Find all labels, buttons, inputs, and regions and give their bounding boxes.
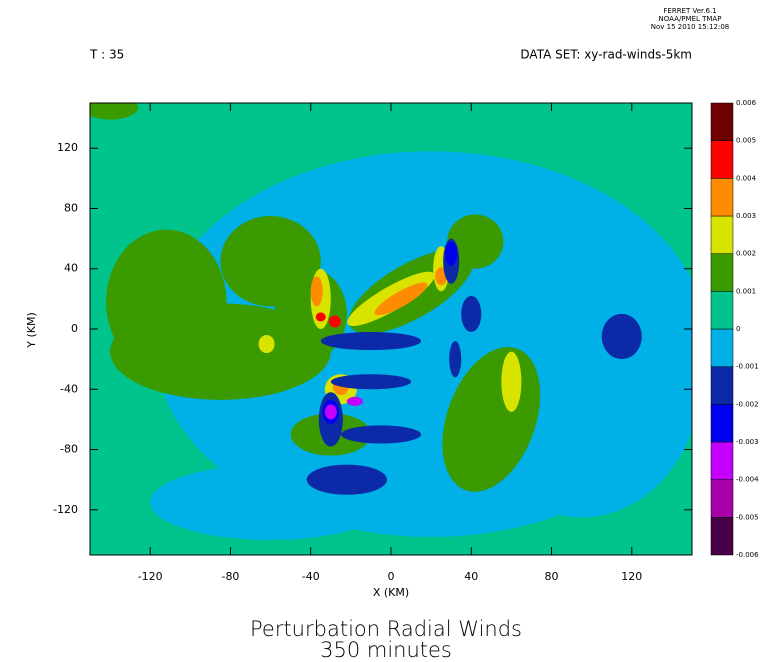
contour-region: [110, 303, 331, 400]
colorbar-box: [710, 328, 734, 367]
y-tick-label: 120: [57, 141, 78, 154]
x-axis-label: X (KM): [373, 586, 409, 599]
colorbar-label: -0.006: [736, 551, 759, 559]
contour-region: [461, 295, 482, 333]
colorbar-box: [710, 215, 734, 254]
contour-region: [320, 332, 422, 351]
contour-region: [328, 315, 341, 328]
colorbar-label: 0.001: [736, 287, 756, 295]
colorbar-label: 0.006: [736, 99, 757, 107]
colorbar-box: [710, 517, 734, 556]
colorbar-label: -0.002: [736, 400, 759, 408]
y-tick-label: 40: [64, 262, 78, 275]
contour-region: [340, 425, 422, 444]
colorbar-box: [710, 479, 734, 518]
colorbar-box: [710, 102, 734, 141]
colorbar-label: 0.004: [736, 174, 757, 182]
contour-region: [601, 313, 642, 360]
colorbar-label: 0.003: [736, 212, 756, 220]
colorbar-label: -0.003: [736, 438, 759, 446]
colorbar-box: [710, 441, 734, 480]
y-tick-label: 0: [71, 322, 78, 335]
chart-subtitle: 350 minutes: [320, 638, 452, 662]
contour-region: [501, 351, 522, 412]
contour-region: [90, 103, 139, 120]
chart-title: Perturbation Radial Winds: [250, 617, 522, 641]
contour-region: [306, 464, 387, 495]
x-tick-label: 0: [388, 570, 395, 583]
colorbar-box: [710, 253, 734, 292]
contour-region: [315, 312, 326, 322]
colorbar-label: -0.004: [736, 476, 759, 484]
y-tick-label: 80: [64, 201, 78, 214]
y-tick-label: -40: [60, 382, 78, 395]
contour-region: [449, 341, 462, 378]
colorbar-label: -0.005: [736, 513, 759, 521]
x-tick-label: 40: [464, 570, 478, 583]
colorbar-box: [710, 178, 734, 217]
contour-field: [90, 103, 692, 555]
y-tick-label: -120: [53, 503, 78, 516]
colorbar-label: 0.002: [736, 250, 756, 258]
contour-region: [330, 374, 412, 390]
contour-region: [258, 335, 275, 354]
contour-region: [324, 404, 337, 420]
colorbar-label: -0.001: [736, 363, 759, 371]
colorbar-box: [710, 140, 734, 179]
x-tick-label: -40: [302, 570, 320, 583]
x-tick-label: 80: [545, 570, 559, 583]
colorbar-box: [710, 404, 734, 443]
contour-region: [310, 276, 323, 307]
contour-region: [445, 241, 458, 266]
colorbar-box: [710, 366, 734, 405]
y-axis-label: Y (KM): [25, 312, 38, 349]
colorbar-box: [710, 291, 734, 330]
x-tick-label: -120: [138, 570, 163, 583]
x-tick-label: -80: [221, 570, 239, 583]
contour-region: [374, 282, 428, 316]
time-label: T : 35: [89, 48, 124, 62]
contour-region: [346, 396, 363, 406]
y-tick-label: -80: [60, 443, 78, 456]
stamp-line: NOAA/PMEL TMAP: [659, 15, 722, 23]
colorbar-label: 0.005: [736, 137, 756, 145]
dataset-label: DATA SET: xy-rad-winds-5km: [520, 48, 692, 62]
x-tick-label: 120: [621, 570, 642, 583]
stamp-line: FERRET Ver.6.1: [663, 7, 716, 15]
stamp-line: Nov 15 2010 15:12:08: [651, 23, 730, 31]
colorbar-label: 0: [736, 325, 740, 333]
